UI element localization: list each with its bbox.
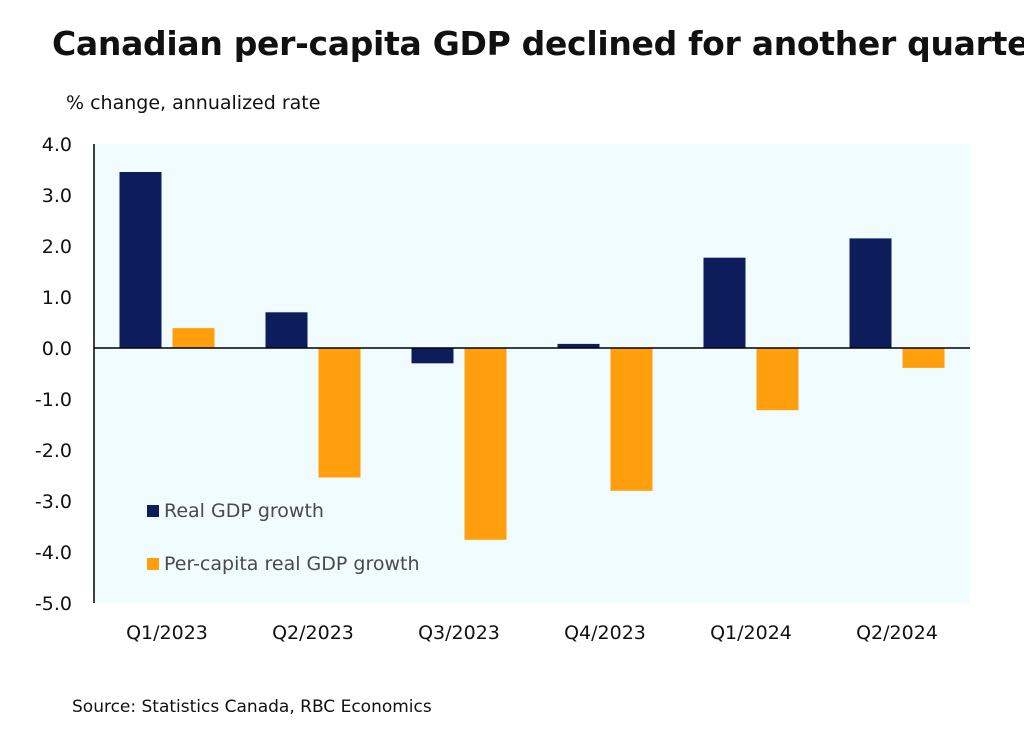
y-tick-label: 1.0 [42, 287, 72, 309]
y-axis-label: % change, annualized rate [66, 92, 321, 114]
x-tick-label: Q4/2023 [564, 622, 646, 644]
y-tick-label: 4.0 [42, 134, 72, 156]
legend-swatch [147, 558, 159, 570]
legend-label: Real GDP growth [164, 500, 324, 522]
x-tick-label: Q2/2024 [856, 622, 938, 644]
legend-label: Per-capita real GDP growth [164, 553, 420, 575]
bar-real-gdp-growth [557, 343, 600, 348]
y-tick-label: -1.0 [35, 389, 72, 411]
x-tick-label: Q1/2024 [710, 622, 792, 644]
y-tick-label: -3.0 [35, 491, 72, 513]
bar-per-capita-real-gdp-growth [464, 348, 507, 540]
y-tick-label: -4.0 [35, 542, 72, 564]
y-tick-label: -2.0 [35, 440, 72, 462]
x-tick-label: Q3/2023 [418, 622, 500, 644]
y-tick-label: 3.0 [42, 185, 72, 207]
bar-per-capita-real-gdp-growth [756, 348, 799, 411]
chart-title: Canadian per-capita GDP declined for ano… [52, 24, 1024, 63]
x-tick-label: Q1/2023 [126, 622, 208, 644]
bar-real-gdp-growth [411, 348, 454, 364]
bar-real-gdp-growth [119, 172, 162, 348]
bar-real-gdp-growth [265, 312, 308, 348]
bar-real-gdp-growth [703, 257, 746, 348]
bar-per-capita-real-gdp-growth [902, 348, 945, 368]
legend-swatch [147, 505, 159, 517]
bar-per-capita-real-gdp-growth [610, 348, 653, 491]
bar-real-gdp-growth [849, 238, 892, 348]
bar-per-capita-real-gdp-growth [172, 328, 215, 348]
source-note: Source: Statistics Canada, RBC Economics [72, 697, 432, 717]
y-tick-label: 0.0 [42, 338, 72, 360]
bar-per-capita-real-gdp-growth [318, 348, 361, 478]
x-tick-label: Q2/2023 [272, 622, 354, 644]
legend: Real GDP growth Per-capita real GDP growt… [147, 500, 420, 575]
y-tick-label: -5.0 [35, 593, 72, 615]
plot-area [94, 144, 970, 603]
y-tick-label: 2.0 [42, 236, 72, 258]
